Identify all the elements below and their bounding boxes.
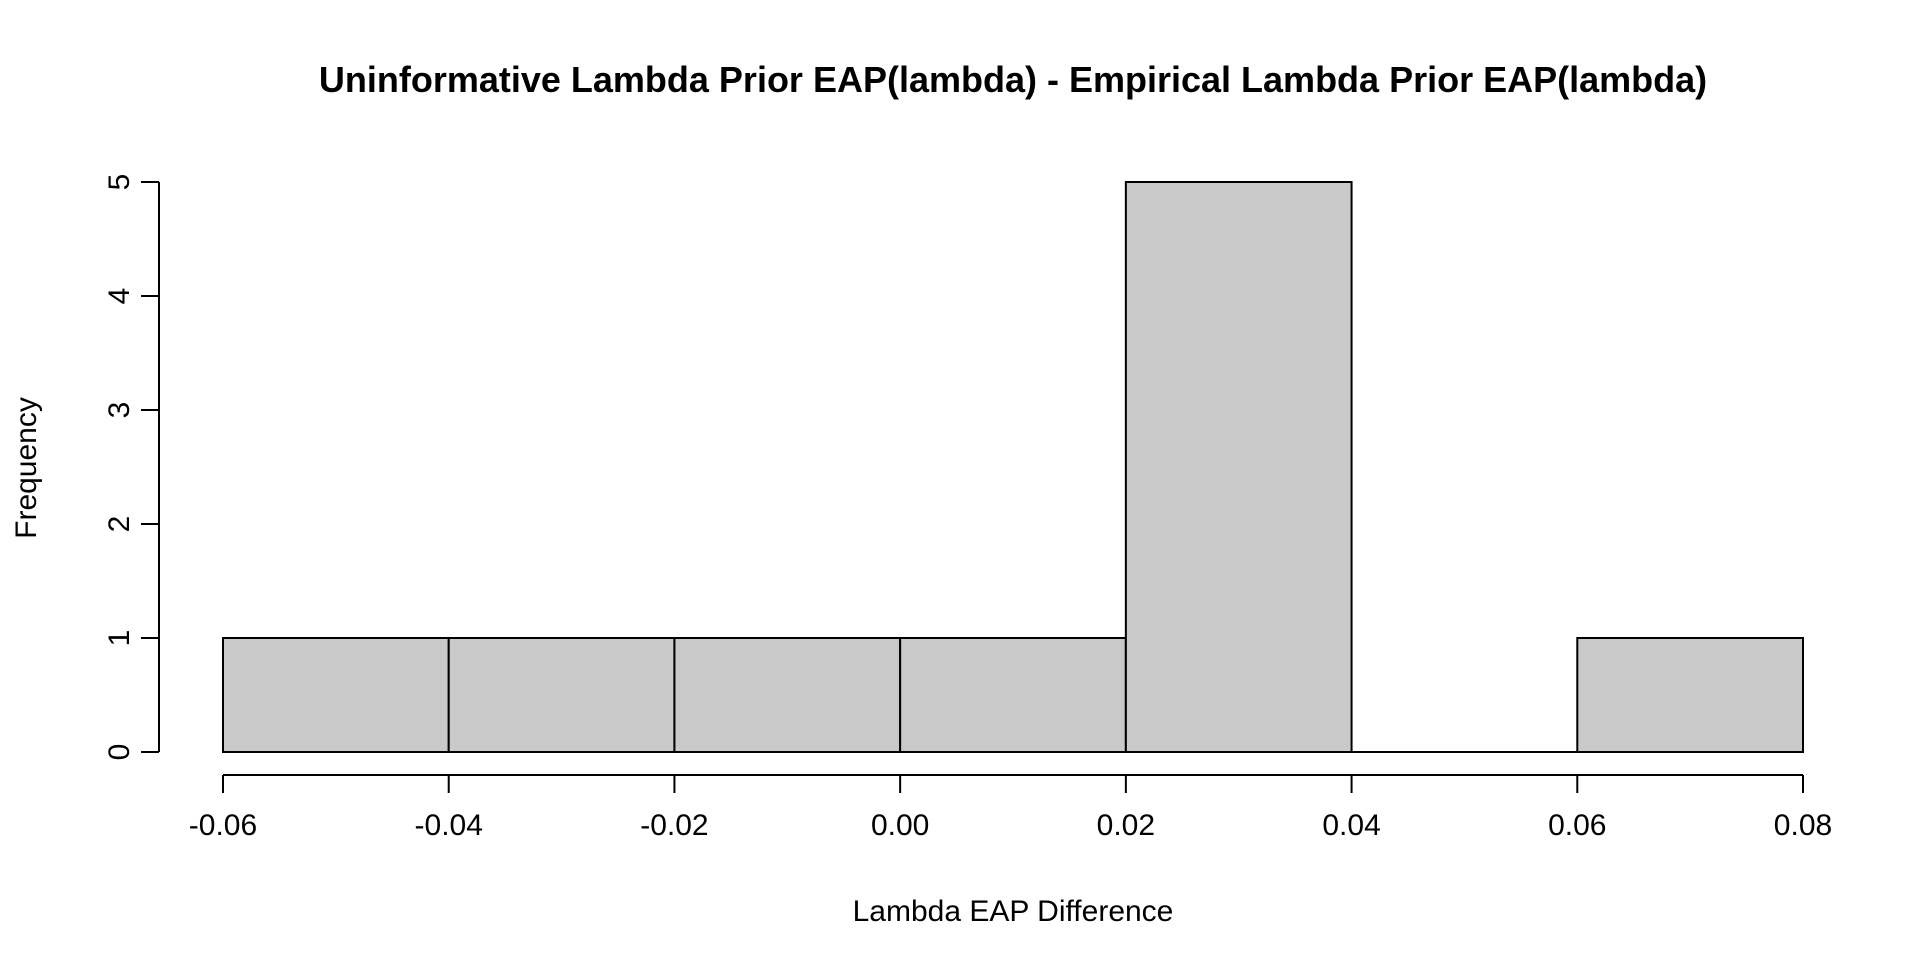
histogram-bar (1124, 181, 1353, 753)
y-axis-label: Frequency (10, 397, 43, 539)
chart-title: Uninformative Lambda Prior EAP(lambda) -… (319, 59, 1707, 100)
x-tick-label: -0.06 (189, 809, 257, 842)
x-tick-label: 0.08 (1774, 809, 1832, 842)
x-tick-label: 0.02 (1097, 809, 1155, 842)
y-tick-label: 5 (103, 174, 136, 191)
y-tick-label: 4 (103, 288, 136, 305)
y-axis: 0 1 2 3 4 5 (103, 174, 160, 761)
x-tick-label: 0.04 (1322, 809, 1380, 842)
x-tick-label: 0.00 (871, 809, 929, 842)
x-axis-label: Lambda EAP Difference (853, 895, 1174, 928)
bars-group (222, 181, 1805, 753)
histogram-bar (673, 637, 902, 753)
x-axis: -0.06 -0.04 -0.02 0.00 0.02 0.04 0.06 0.08 (189, 774, 1832, 842)
x-tick-label: -0.04 (415, 809, 483, 842)
y-tick-label: 3 (103, 402, 136, 419)
y-tick-label: 2 (103, 516, 136, 533)
y-tick-label: 1 (103, 630, 136, 647)
y-tick-label: 0 (103, 744, 136, 761)
histogram-bar (899, 637, 1127, 753)
histogram-bar (1576, 637, 1805, 753)
x-tick-label: 0.06 (1548, 809, 1606, 842)
histogram-bar (222, 637, 450, 753)
histogram-bar (447, 637, 676, 753)
x-tick-label: -0.02 (640, 809, 708, 842)
